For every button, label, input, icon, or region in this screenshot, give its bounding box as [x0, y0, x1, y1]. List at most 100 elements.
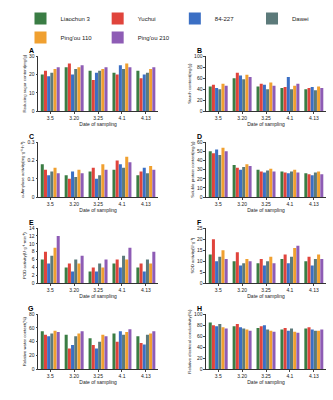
svg-text:10: 10 [197, 185, 203, 191]
svg-text:Date of sampling: Date of sampling [79, 379, 117, 385]
svg-text:40: 40 [29, 338, 35, 344]
svg-text:Date of sampling: Date of sampling [247, 293, 285, 299]
svg-text:20: 20 [197, 97, 203, 103]
svg-text:3.25: 3.25 [261, 115, 271, 121]
svg-text:12: 12 [29, 233, 35, 239]
svg-text:20: 20 [197, 355, 203, 361]
svg-text:40: 40 [197, 344, 203, 350]
svg-text:0.2: 0.2 [28, 157, 35, 163]
svg-text:5: 5 [200, 269, 203, 275]
svg-text:2: 2 [32, 272, 35, 278]
svg-text:3.20: 3.20 [237, 115, 247, 121]
svg-text:Relative water content(%): Relative water content(%) [22, 316, 27, 366]
svg-text:4.1: 4.1 [286, 287, 293, 293]
svg-text:100: 100 [194, 311, 203, 317]
svg-text:40: 40 [197, 86, 203, 92]
svg-text:3.20: 3.20 [69, 115, 79, 121]
svg-text:3.20: 3.20 [237, 201, 247, 207]
svg-text:POD activity(U·g⁻¹·min⁻¹): POD activity(U·g⁻¹·min⁻¹) [22, 232, 27, 279]
svg-text:3.5: 3.5 [47, 201, 54, 207]
svg-text:4.13: 4.13 [309, 373, 319, 379]
svg-text:4.1: 4.1 [118, 287, 125, 293]
svg-text:3.5: 3.5 [215, 287, 222, 293]
svg-text:3.5: 3.5 [215, 201, 222, 207]
svg-text:30: 30 [29, 53, 35, 59]
svg-text:25: 25 [197, 225, 203, 231]
svg-text:20: 20 [29, 352, 35, 358]
svg-text:Liaochun 3: Liaochun 3 [61, 16, 91, 22]
svg-text:4.1: 4.1 [118, 115, 125, 121]
svg-text:Ping'ou 210: Ping'ou 210 [138, 35, 170, 41]
svg-text:0: 0 [32, 194, 35, 200]
svg-text:60: 60 [29, 325, 35, 331]
svg-text:3.25: 3.25 [261, 287, 271, 293]
svg-text:4.1: 4.1 [286, 201, 293, 207]
svg-text:Date of sampling: Date of sampling [247, 207, 285, 213]
svg-text:0.3: 0.3 [28, 139, 35, 145]
svg-text:4.13: 4.13 [309, 115, 319, 121]
svg-text:Relative electrical conductivi: Relative electrical conductivity(%) [187, 309, 192, 374]
svg-text:8: 8 [32, 248, 35, 254]
svg-text:30: 30 [197, 166, 203, 172]
svg-text:3.20: 3.20 [237, 287, 247, 293]
svg-text:3.25: 3.25 [93, 115, 103, 121]
svg-text:3.25: 3.25 [93, 373, 103, 379]
svg-text:4.1: 4.1 [286, 373, 293, 379]
svg-text:0: 0 [200, 194, 203, 200]
svg-text:3.25: 3.25 [261, 201, 271, 207]
svg-text:H: H [197, 305, 202, 312]
svg-text:Date of sampling: Date of sampling [79, 121, 117, 127]
svg-text:40: 40 [197, 157, 203, 163]
svg-text:Reducing sugar content(mg/g): Reducing sugar content(mg/g) [22, 54, 27, 112]
svg-text:60: 60 [197, 139, 203, 145]
svg-text:0: 0 [200, 280, 203, 286]
svg-text:Yuchui: Yuchui [138, 16, 156, 22]
svg-text:4.13: 4.13 [309, 287, 319, 293]
svg-text:4.13: 4.13 [141, 287, 151, 293]
svg-text:4.13: 4.13 [141, 201, 151, 207]
svg-text:Starch content(mg/g): Starch content(mg/g) [187, 63, 192, 104]
svg-text:80: 80 [29, 311, 35, 317]
svg-text:3.20: 3.20 [69, 373, 79, 379]
svg-text:3.5: 3.5 [47, 115, 54, 121]
svg-text:4.1: 4.1 [118, 373, 125, 379]
svg-text:20: 20 [197, 176, 203, 182]
svg-text:10: 10 [29, 90, 35, 96]
svg-text:D: D [197, 133, 202, 140]
svg-text:4.1: 4.1 [118, 201, 125, 207]
svg-text:3.5: 3.5 [47, 287, 54, 293]
svg-text:3.5: 3.5 [215, 373, 222, 379]
svg-text:14: 14 [29, 225, 35, 231]
svg-text:3.20: 3.20 [69, 287, 79, 293]
svg-text:3.25: 3.25 [261, 373, 271, 379]
svg-text:α-Amylase activity(mg·g⁻¹·h⁻¹): α-Amylase activity(mg·g⁻¹·h⁻¹) [20, 141, 25, 198]
svg-text:15: 15 [197, 247, 203, 253]
svg-text:3.20: 3.20 [69, 201, 79, 207]
svg-text:Dawei: Dawei [292, 16, 309, 22]
svg-text:0: 0 [32, 108, 35, 114]
svg-text:20: 20 [29, 71, 35, 77]
svg-text:Date of sampling: Date of sampling [79, 207, 117, 213]
svg-text:80: 80 [197, 322, 203, 328]
svg-text:60: 60 [197, 333, 203, 339]
svg-text:B: B [197, 47, 202, 54]
svg-text:10: 10 [29, 241, 35, 247]
svg-text:100: 100 [194, 53, 203, 59]
svg-text:10: 10 [197, 258, 203, 264]
svg-text:4.13: 4.13 [309, 201, 319, 207]
svg-text:Date of sampling: Date of sampling [79, 293, 117, 299]
svg-text:84-227: 84-227 [215, 16, 234, 22]
svg-text:4: 4 [32, 264, 35, 270]
svg-text:0: 0 [32, 366, 35, 372]
svg-text:4.13: 4.13 [141, 115, 151, 121]
svg-text:4.1: 4.1 [286, 115, 293, 121]
svg-text:SOD activity(U·g⁻¹): SOD activity(U·g⁻¹) [190, 237, 195, 273]
svg-text:A: A [29, 47, 34, 54]
svg-text:E: E [29, 219, 34, 226]
svg-text:3.25: 3.25 [93, 201, 103, 207]
svg-text:0.1: 0.1 [28, 176, 35, 182]
svg-text:Ping'ou 110: Ping'ou 110 [61, 35, 93, 41]
svg-text:20: 20 [197, 236, 203, 242]
svg-text:50: 50 [197, 148, 203, 154]
svg-text:Date of sampling: Date of sampling [247, 379, 285, 385]
